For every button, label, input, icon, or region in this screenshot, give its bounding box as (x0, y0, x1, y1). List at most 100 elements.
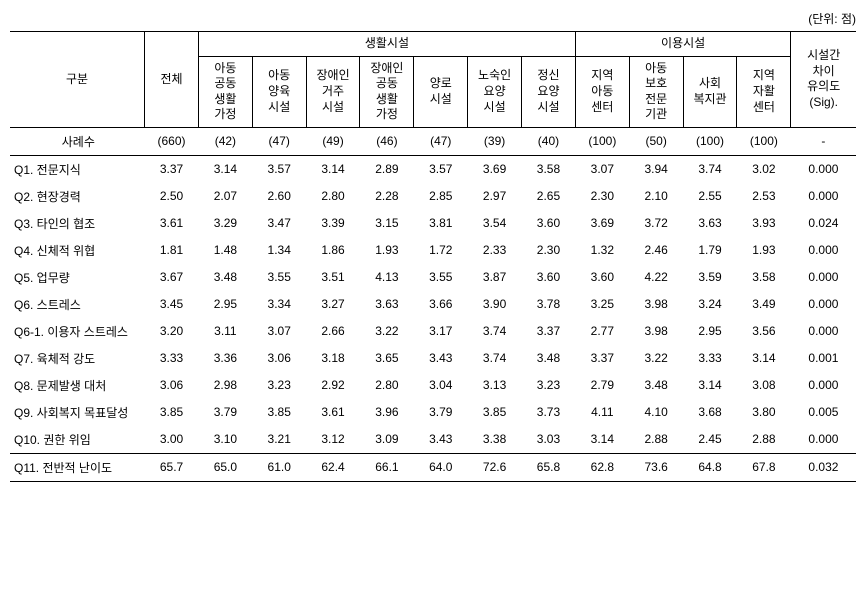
row-label: Q11. 전반적 난이도 (10, 453, 145, 481)
data-cell: 2.50 (145, 183, 199, 210)
th-category: 구분 (10, 32, 145, 128)
data-cell: 2.66 (306, 318, 360, 345)
th-living-2: 장애인거주시설 (306, 56, 360, 127)
data-cell: 3.54 (468, 210, 522, 237)
data-cell: 3.22 (360, 318, 414, 345)
data-cell: 3.00 (145, 426, 199, 454)
data-cell: 65.0 (198, 453, 252, 481)
table-header: 구분 전체 생활시설 이용시설 시설간차이유의도(Sig). 아동공동생활가정 … (10, 32, 856, 128)
data-cell: 3.67 (145, 264, 199, 291)
table-row: Q6. 스트레스3.452.953.343.273.633.663.903.78… (10, 291, 856, 318)
data-cell: 3.61 (306, 399, 360, 426)
th-use-2: 사회복지관 (683, 56, 737, 127)
data-cell: 2.45 (683, 426, 737, 454)
data-cell: 2.98 (198, 372, 252, 399)
data-cell: 3.69 (575, 210, 629, 237)
data-cell: 3.58 (522, 155, 576, 183)
cases-cell: (660) (145, 127, 199, 155)
data-cell: 3.24 (683, 291, 737, 318)
data-cell: 3.23 (522, 372, 576, 399)
data-cell: 3.14 (737, 345, 791, 372)
row-label: Q7. 육체적 강도 (10, 345, 145, 372)
th-living-0: 아동공동생활가정 (198, 56, 252, 127)
data-cell: 3.27 (306, 291, 360, 318)
cases-cell: (42) (198, 127, 252, 155)
data-cell: 3.61 (145, 210, 199, 237)
data-cell: 2.33 (468, 237, 522, 264)
data-cell: 3.78 (522, 291, 576, 318)
data-cell: 3.22 (629, 345, 683, 372)
cases-cell: (46) (360, 127, 414, 155)
data-cell: 3.72 (629, 210, 683, 237)
data-cell: 2.97 (468, 183, 522, 210)
data-cell: 2.88 (629, 426, 683, 454)
table-row: Q7. 육체적 강도3.333.363.063.183.653.433.743.… (10, 345, 856, 372)
data-cell: 3.39 (306, 210, 360, 237)
sig-cell: 0.000 (791, 291, 856, 318)
cases-cell: (100) (575, 127, 629, 155)
cases-cell: (49) (306, 127, 360, 155)
data-cell: 3.48 (629, 372, 683, 399)
data-cell: 2.65 (522, 183, 576, 210)
sig-cell: 0.000 (791, 155, 856, 183)
data-cell: 4.13 (360, 264, 414, 291)
unit-label: (단위: 점) (10, 10, 856, 27)
data-cell: 1.34 (252, 237, 306, 264)
data-cell: 2.85 (414, 183, 468, 210)
sig-cell: 0.001 (791, 345, 856, 372)
data-cell: 2.30 (522, 237, 576, 264)
data-cell: 3.07 (252, 318, 306, 345)
data-cell: 3.85 (145, 399, 199, 426)
sig-cell: 0.000 (791, 264, 856, 291)
cases-cell: (39) (468, 127, 522, 155)
data-cell: 3.21 (252, 426, 306, 454)
data-cell: 4.22 (629, 264, 683, 291)
data-cell: 65.8 (522, 453, 576, 481)
th-sig: 시설간차이유의도(Sig). (791, 32, 856, 128)
data-cell: 3.10 (198, 426, 252, 454)
data-cell: 3.07 (575, 155, 629, 183)
data-cell: 2.77 (575, 318, 629, 345)
data-cell: 72.6 (468, 453, 522, 481)
row-label: Q6. 스트레스 (10, 291, 145, 318)
data-cell: 3.98 (629, 291, 683, 318)
data-cell: 3.60 (575, 264, 629, 291)
data-cell: 3.29 (198, 210, 252, 237)
sig-cell: 0.005 (791, 399, 856, 426)
row-label: Q3. 타인의 협조 (10, 210, 145, 237)
data-cell: 62.8 (575, 453, 629, 481)
sig-cell: 0.024 (791, 210, 856, 237)
data-cell: 2.60 (252, 183, 306, 210)
th-use-0: 지역아동센터 (575, 56, 629, 127)
data-cell: 64.0 (414, 453, 468, 481)
cases-cell: (100) (737, 127, 791, 155)
sig-cell: 0.000 (791, 426, 856, 454)
data-cell: 3.15 (360, 210, 414, 237)
data-cell: 3.74 (683, 155, 737, 183)
data-cell: 3.55 (252, 264, 306, 291)
row-label: Q1. 전문지식 (10, 155, 145, 183)
data-cell: 3.74 (468, 345, 522, 372)
data-cell: 4.10 (629, 399, 683, 426)
data-cell: 3.18 (306, 345, 360, 372)
data-cell: 3.60 (522, 210, 576, 237)
th-living-group: 생활시설 (198, 32, 575, 57)
data-cell: 3.94 (629, 155, 683, 183)
data-cell: 1.72 (414, 237, 468, 264)
th-living-4: 양로시설 (414, 56, 468, 127)
data-cell: 3.74 (468, 318, 522, 345)
data-cell: 2.89 (360, 155, 414, 183)
data-cell: 3.49 (737, 291, 791, 318)
cases-cell: (50) (629, 127, 683, 155)
th-living-6: 정신요양시설 (522, 56, 576, 127)
data-cell: 3.25 (575, 291, 629, 318)
data-cell: 3.69 (468, 155, 522, 183)
data-cell: 3.04 (414, 372, 468, 399)
data-cell: 4.11 (575, 399, 629, 426)
th-living-5: 노숙인요양시설 (468, 56, 522, 127)
sig-cell: 0.000 (791, 372, 856, 399)
table-row: Q8. 문제발생 대처3.062.983.232.922.803.043.133… (10, 372, 856, 399)
data-cell: 2.95 (198, 291, 252, 318)
th-living-3: 장애인공동생활가정 (360, 56, 414, 127)
data-cell: 66.1 (360, 453, 414, 481)
